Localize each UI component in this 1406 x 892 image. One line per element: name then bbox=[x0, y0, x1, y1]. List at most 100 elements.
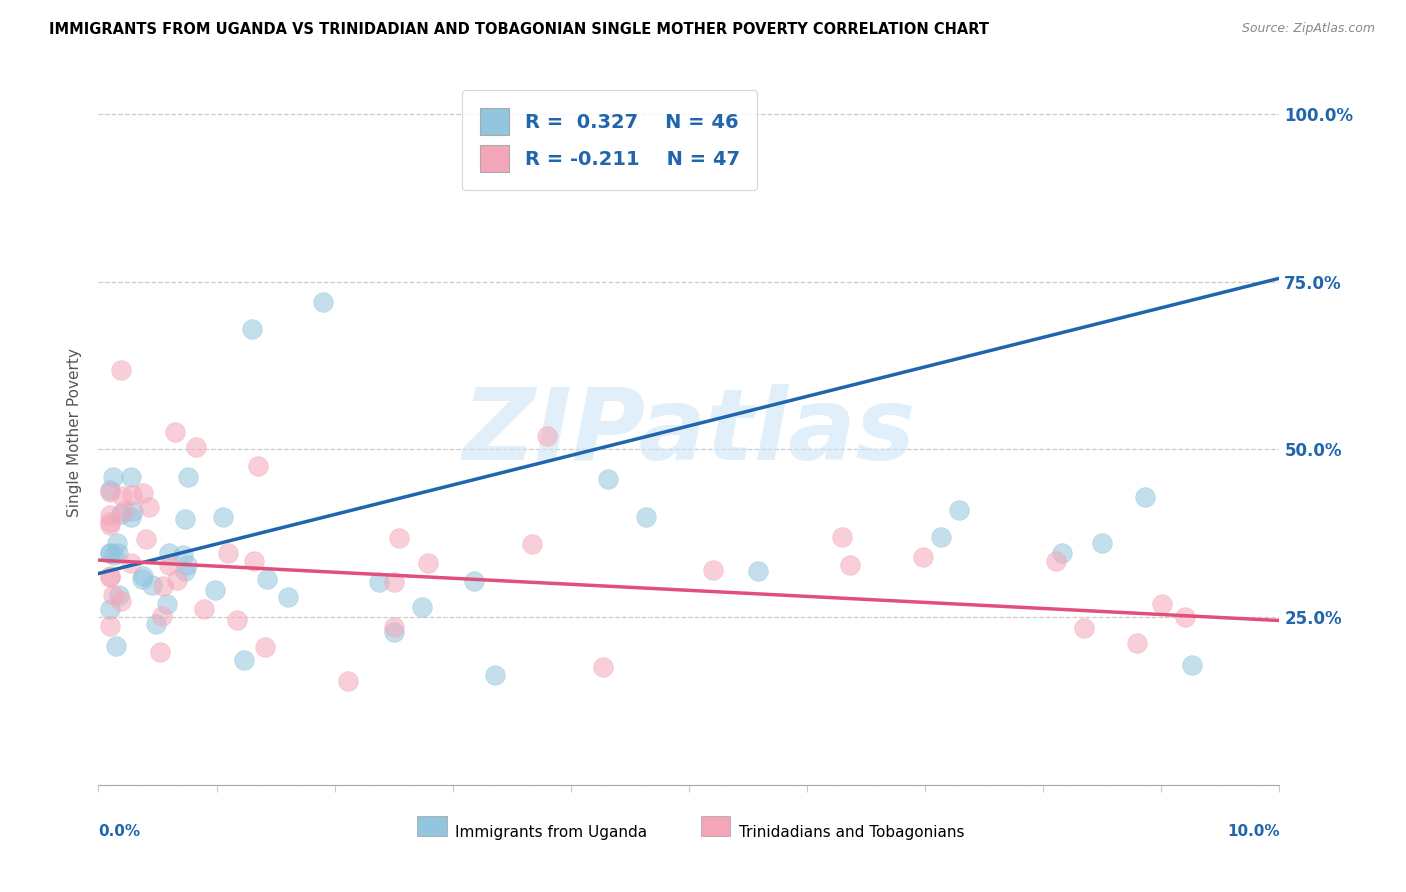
Text: IMMIGRANTS FROM UGANDA VS TRINIDADIAN AND TOBAGONIAN SINGLE MOTHER POVERTY CORRE: IMMIGRANTS FROM UGANDA VS TRINIDADIAN AN… bbox=[49, 22, 990, 37]
Point bbox=[132, 569, 155, 583]
Point bbox=[110, 507, 132, 521]
Point bbox=[193, 601, 215, 615]
Point bbox=[98, 569, 121, 583]
Point bbox=[931, 530, 953, 544]
Point bbox=[463, 574, 485, 588]
Point bbox=[634, 510, 657, 524]
Text: Source: ZipAtlas.com: Source: ZipAtlas.com bbox=[1241, 22, 1375, 36]
Point bbox=[747, 564, 769, 578]
Point bbox=[152, 579, 174, 593]
Point bbox=[98, 485, 121, 500]
Point bbox=[418, 556, 440, 570]
Text: 10.0%: 10.0% bbox=[1227, 823, 1279, 838]
Point bbox=[1125, 636, 1147, 650]
Point bbox=[120, 470, 142, 484]
Point bbox=[98, 618, 121, 632]
Text: Immigrants from Uganda: Immigrants from Uganda bbox=[456, 825, 647, 840]
Point bbox=[105, 536, 128, 550]
Point bbox=[186, 440, 208, 454]
Point bbox=[145, 617, 167, 632]
Point bbox=[388, 531, 411, 545]
Point bbox=[120, 509, 142, 524]
Point bbox=[112, 503, 135, 517]
Y-axis label: Single Mother Poverty: Single Mother Poverty bbox=[67, 348, 83, 517]
Point bbox=[411, 600, 433, 615]
Point bbox=[1174, 610, 1197, 624]
Point bbox=[98, 602, 121, 616]
Point bbox=[176, 558, 198, 572]
Point bbox=[135, 532, 157, 546]
Point bbox=[121, 488, 143, 502]
Text: 0.0%: 0.0% bbox=[98, 823, 141, 838]
Point bbox=[1150, 597, 1173, 611]
Point bbox=[226, 613, 249, 627]
Point bbox=[217, 546, 239, 560]
Point bbox=[382, 625, 405, 640]
Point bbox=[131, 572, 153, 586]
Point bbox=[110, 594, 132, 608]
Point bbox=[120, 556, 142, 570]
Point bbox=[1135, 490, 1157, 504]
Point bbox=[1091, 536, 1114, 550]
Point bbox=[166, 573, 188, 587]
Point bbox=[141, 578, 163, 592]
Point bbox=[911, 549, 934, 564]
Point bbox=[173, 564, 195, 578]
Point bbox=[107, 546, 129, 560]
Point bbox=[240, 321, 263, 335]
Point bbox=[211, 509, 233, 524]
Point bbox=[105, 639, 128, 653]
Point bbox=[312, 294, 335, 309]
Point bbox=[177, 470, 200, 484]
Point bbox=[110, 363, 132, 377]
Text: ZIPatlas: ZIPatlas bbox=[463, 384, 915, 481]
Point bbox=[232, 652, 254, 666]
Point bbox=[149, 644, 172, 658]
Point bbox=[172, 548, 194, 562]
Point bbox=[98, 483, 121, 498]
Point bbox=[204, 582, 226, 597]
Point bbox=[98, 570, 121, 584]
Point bbox=[150, 609, 173, 624]
Legend: R =  0.327    N = 46, R = -0.211    N = 47: R = 0.327 N = 46, R = -0.211 N = 47 bbox=[463, 90, 758, 190]
Point bbox=[337, 673, 360, 688]
Point bbox=[839, 558, 862, 573]
Point bbox=[522, 537, 544, 551]
Point bbox=[243, 553, 266, 567]
Point bbox=[368, 574, 391, 589]
Point bbox=[98, 546, 121, 560]
Point bbox=[1045, 554, 1067, 568]
Point bbox=[382, 619, 405, 633]
Point bbox=[277, 591, 299, 605]
Point bbox=[156, 597, 179, 611]
Point bbox=[157, 546, 180, 560]
Point bbox=[256, 572, 278, 586]
Point bbox=[831, 530, 853, 544]
Point bbox=[253, 640, 276, 654]
Point bbox=[174, 512, 197, 526]
Point bbox=[536, 429, 558, 443]
Point bbox=[1181, 658, 1204, 673]
Point bbox=[138, 500, 160, 514]
FancyBboxPatch shape bbox=[418, 816, 447, 836]
FancyBboxPatch shape bbox=[700, 816, 730, 836]
Point bbox=[103, 548, 125, 562]
Point bbox=[157, 558, 180, 572]
Point bbox=[108, 588, 131, 602]
Point bbox=[592, 660, 614, 674]
Point bbox=[1050, 546, 1073, 560]
Text: Trinidadians and Tobagonians: Trinidadians and Tobagonians bbox=[738, 825, 965, 840]
Point bbox=[98, 508, 121, 523]
Point bbox=[101, 470, 124, 484]
Point bbox=[596, 472, 619, 486]
Point bbox=[1073, 621, 1095, 635]
Point bbox=[948, 503, 970, 517]
Point bbox=[163, 425, 186, 439]
Point bbox=[98, 515, 121, 529]
Point bbox=[111, 489, 134, 503]
Point bbox=[98, 518, 121, 533]
Point bbox=[121, 504, 143, 518]
Point bbox=[382, 575, 405, 590]
Point bbox=[98, 546, 121, 560]
Point bbox=[484, 668, 506, 682]
